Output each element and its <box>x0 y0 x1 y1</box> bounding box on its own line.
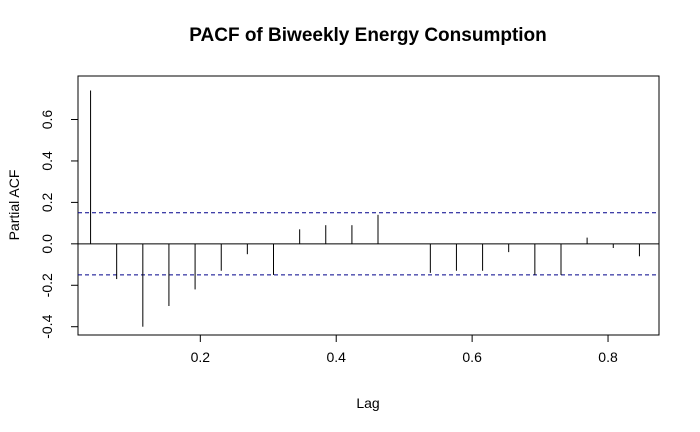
x-tick-label: 0.6 <box>462 349 482 365</box>
y-axis: -0.4 -0.2 0.0 0.2 0.4 0.6 <box>39 110 78 339</box>
x-axis-label: Lag <box>356 395 379 411</box>
x-tick-label: 0.2 <box>191 349 211 365</box>
y-tick-label: 0.2 <box>39 192 55 212</box>
x-tick-label: 0.8 <box>598 349 618 365</box>
x-axis: 0.2 0.4 0.6 0.8 <box>191 335 618 365</box>
y-tick-label: -0.4 <box>39 314 55 338</box>
confidence-bands <box>78 212 659 276</box>
y-tick-label: -0.2 <box>39 273 55 297</box>
y-tick-label: 0.6 <box>39 110 55 130</box>
chart-title: PACF of Biweekly Energy Consumption <box>189 25 547 46</box>
y-tick-label: 0.0 <box>39 234 55 254</box>
pacf-bars <box>90 90 640 327</box>
x-tick-label: 0.4 <box>326 349 346 365</box>
y-axis-label: Partial ACF <box>6 170 22 241</box>
y-tick-label: 0.4 <box>39 151 55 171</box>
plot-frame <box>77 75 660 336</box>
